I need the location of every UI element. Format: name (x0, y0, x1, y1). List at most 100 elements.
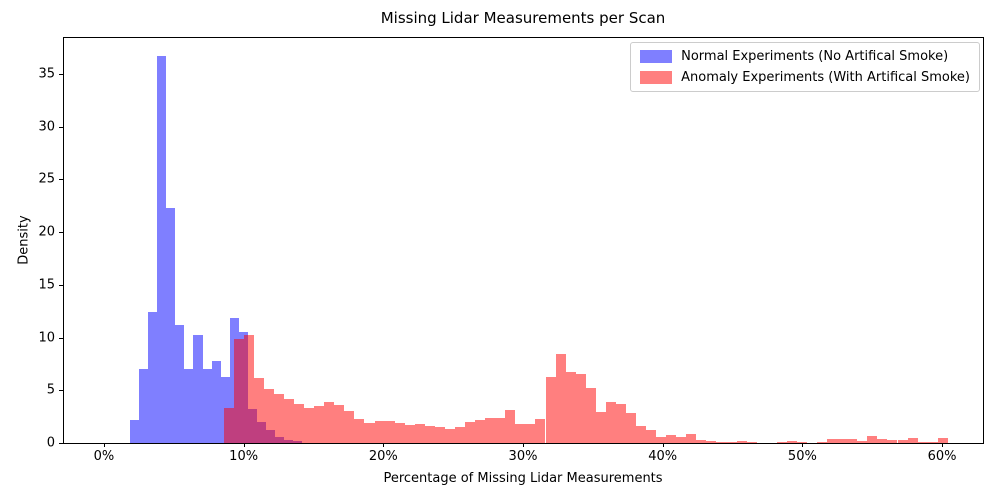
x-tick-label: 20% (368, 449, 398, 464)
histogram-bar-anomaly (917, 441, 928, 443)
histogram-bar-anomaly (253, 377, 264, 443)
y-tick-label: 30 (38, 119, 55, 135)
histogram-bar-anomaly (636, 425, 647, 443)
histogram-bar-anomaly (284, 399, 295, 443)
x-tick-label: 60% (927, 449, 957, 464)
histogram-bar-anomaly (656, 437, 667, 443)
histogram-bar-anomaly (495, 417, 506, 443)
x-tick-label: 40% (648, 449, 678, 464)
histogram-bar-normal (139, 369, 149, 443)
histogram-bar-anomaly (424, 425, 435, 443)
histogram-bar-anomaly (897, 439, 908, 443)
y-tick-label: 5 (46, 382, 55, 398)
y-tick (59, 179, 63, 181)
histogram-bar-anomaly (273, 394, 284, 443)
x-tick (942, 443, 944, 447)
histogram-bar-normal (184, 369, 194, 443)
y-tick-label: 35 (38, 66, 55, 82)
histogram-bar-anomaly (786, 440, 797, 443)
histogram-bar-anomaly (394, 422, 405, 443)
histogram-bar-anomaly (827, 439, 838, 443)
histogram-bar-normal (211, 360, 221, 443)
x-tick (662, 443, 664, 447)
x-tick (383, 443, 385, 447)
histogram-bar-normal (193, 335, 203, 443)
histogram-bar-normal (148, 312, 158, 443)
histogram-bar-anomaly (545, 376, 556, 443)
histogram-bar-anomaly (706, 440, 717, 443)
legend-item-anomaly: Anomaly Experiments (With Artifical Smok… (640, 70, 970, 85)
histogram-bar-anomaly (535, 418, 546, 443)
x-tick (802, 443, 804, 447)
histogram-bar-anomaly (877, 438, 888, 443)
histogram-bar-anomaly (585, 388, 596, 443)
y-tick (59, 73, 63, 75)
y-tick-label: 25 (38, 171, 55, 187)
histogram-bar-anomaly (847, 439, 858, 443)
histogram-bar-anomaly (475, 419, 486, 443)
plot-area: Normal Experiments (No Artifical Smoke) … (38, 37, 984, 464)
histogram-bar-anomaly (434, 427, 445, 443)
histogram-bar-anomaly (404, 424, 415, 443)
histogram-bar-anomaly (837, 438, 848, 443)
histogram-bar-anomaly (454, 426, 466, 443)
histogram-bar-anomaly (263, 389, 274, 443)
histogram-bar-anomaly (796, 442, 807, 443)
legend: Normal Experiments (No Artifical Smoke) … (630, 42, 980, 92)
histogram-bar-normal (129, 419, 139, 443)
histogram-bar-anomaly (555, 354, 566, 443)
y-tick-label: 20 (38, 224, 55, 240)
histogram-bar-anomaly (304, 408, 315, 443)
histogram-bar-anomaly (525, 423, 536, 443)
y-tick (59, 284, 63, 286)
histogram-bar-anomaly (887, 439, 898, 443)
legend-label-normal: Normal Experiments (No Artifical Smoke) (681, 49, 949, 64)
histogram-bar-normal (202, 369, 212, 443)
y-tick (59, 126, 63, 128)
histogram-bar-anomaly (354, 418, 365, 443)
histogram-bar-anomaly (334, 405, 345, 443)
histogram-bar-anomaly (736, 440, 747, 443)
histogram-bar-anomaly (907, 437, 918, 443)
histogram-bar-normal (175, 324, 185, 443)
y-tick (59, 443, 63, 444)
histogram-bar-anomaly (746, 442, 757, 443)
histogram-bar-anomaly (575, 374, 586, 443)
y-tick-label: 10 (38, 330, 55, 346)
chart-title: Missing Lidar Measurements per Scan (380, 9, 666, 27)
histogram-bar-anomaly (364, 422, 375, 443)
histogram-bar-normal (166, 207, 176, 443)
histogram-bar-anomaly (565, 372, 576, 443)
histogram-bar-anomaly (243, 335, 254, 443)
histogram-bar-anomaly (937, 437, 948, 443)
histogram-bar-anomaly (515, 424, 526, 443)
y-tick (59, 232, 63, 234)
histogram-bar-anomaly (615, 403, 626, 443)
legend-item-normal: Normal Experiments (No Artifical Smoke) (640, 49, 970, 64)
x-tick (103, 443, 105, 447)
histogram-bar-anomaly (817, 441, 828, 443)
histogram-bar-anomaly (444, 428, 455, 443)
histogram-bar-anomaly (927, 442, 938, 443)
x-tick (243, 443, 245, 447)
x-tick-label: 10% (229, 449, 259, 464)
histogram-bar-anomaly (867, 435, 878, 443)
x-tick (523, 443, 524, 447)
histogram-bar-normal (157, 55, 167, 443)
histogram-bar-anomaly (776, 441, 787, 443)
histogram-bar-anomaly (696, 439, 707, 443)
histogram-bar-anomaly (595, 412, 606, 443)
histogram-bar-anomaly (344, 411, 355, 443)
y-tick (59, 337, 63, 339)
x-tick-label: 30% (508, 449, 538, 464)
histogram-bar-anomaly (646, 429, 657, 443)
histogram-bar-anomaly (294, 403, 305, 443)
histogram-bar-anomaly (374, 420, 385, 443)
histogram-bar-anomaly (485, 418, 496, 443)
x-axis-label: Percentage of Missing Lidar Measurements (383, 471, 663, 486)
histogram-bar-anomaly (505, 410, 516, 443)
histogram-bar-anomaly (726, 441, 737, 443)
histogram-bar-anomaly (857, 440, 868, 443)
histogram-bar-anomaly (716, 442, 727, 443)
